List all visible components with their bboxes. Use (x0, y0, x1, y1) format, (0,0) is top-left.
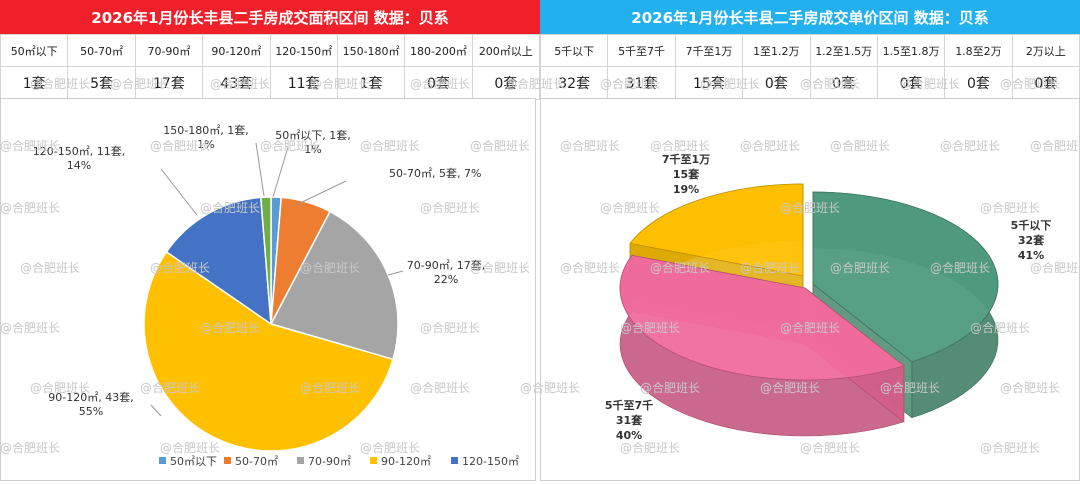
pie3d-slice-1 (812, 191, 999, 363)
area-header-cell: 90-120㎡ (202, 34, 271, 67)
area-value-cell: 17套 (134, 66, 204, 100)
area-value-cell: 11套 (269, 66, 338, 100)
data-label-1: 50㎡以下, 1套, (275, 129, 351, 142)
price-summary-table: 5千以下 5千至7千 7千至1万 1至1.2万 1.2至1.5万 1.5至1.8… (539, 34, 1080, 100)
area-pie-chart: 50㎡以下, 1套,1%50-70㎡, 5套, 7%70-90㎡, 17套,22… (33, 124, 608, 468)
legend-label-1: 50㎡以下 (170, 455, 217, 468)
slice-category-label-1: 5千以下 (1011, 218, 1052, 232)
slice-percent-label-1: 41% (1018, 249, 1044, 262)
area-header-cell: 180-200㎡ (404, 34, 473, 67)
legend-label-3: 70-90㎡ (308, 455, 351, 468)
leader-line-6 (255, 142, 265, 197)
price-header-cell: 1至1.2万 (742, 34, 811, 67)
percent-label-1: 1% (304, 143, 321, 156)
leader-line-4 (150, 404, 162, 417)
price-header-cell: 1.8至2万 (944, 34, 1013, 67)
area-chart-title: 2026年1月份长丰县二手房成交面积区间 数据：贝系 (0, 0, 540, 34)
legend-label-4: 90-120㎡ (381, 455, 431, 468)
price-chart-panel: 5千以下 32套 41% 5千至7千 31套 40% 7千至1万 15套 19% (540, 98, 1080, 481)
area-value-cell: 1套 (0, 66, 69, 100)
price-value-cell: 31套 (607, 66, 676, 100)
slice-category-label-3: 7千至1万 (662, 152, 710, 166)
price-header-cell: 1.5至1.8万 (876, 34, 946, 67)
price-value-cell: 32套 (539, 66, 609, 100)
data-label-2: 50-70㎡, 5套, 7% (389, 167, 481, 180)
leader-line-2 (295, 180, 347, 206)
slice-category-label-2: 5千至7千 (605, 398, 653, 412)
pie-slice-6 (259, 196, 272, 325)
pie3d-slice-2 (619, 254, 905, 381)
data-label-3: 70-90㎡, 17套, (407, 259, 485, 272)
area-header-cell: 50-70㎡ (67, 34, 136, 67)
price-chart-title: 2026年1月份长丰县二手房成交单价区间 数据：贝系 (540, 0, 1080, 34)
area-header-cell: 120-150㎡ (269, 34, 338, 67)
pie-slice-3 (269, 210, 399, 361)
leader-line-3 (387, 270, 404, 276)
price-header-cell: 2万以上 (1011, 34, 1080, 67)
area-value-cell: 0套 (404, 66, 473, 100)
slice-count-label-1: 32套 (1018, 233, 1045, 247)
leader-line-1 (272, 146, 289, 198)
price-value-cell: 0套 (1011, 66, 1080, 100)
percent-label-6: 1% (197, 138, 214, 151)
percent-label-3: 22% (434, 273, 458, 286)
price-value-cell: 0套 (809, 66, 878, 100)
area-header-cell: 50㎡以下 (0, 34, 69, 67)
area-header-cell: 200㎡以上 (471, 34, 541, 67)
data-label-4: 90-120㎡, 43套, (48, 391, 133, 404)
area-value-cell: 1套 (336, 66, 406, 100)
legend-swatch-1 (159, 457, 166, 464)
legend-swatch-5 (451, 457, 458, 464)
price-header-cell: 7千至1万 (674, 34, 744, 67)
area-value-cell: 5套 (67, 66, 136, 100)
slice-count-label-2: 31套 (616, 413, 643, 427)
percent-label-5: 14% (67, 159, 91, 172)
area-value-cell: 0套 (471, 66, 541, 100)
legend-swatch-4 (370, 457, 377, 464)
slice-percent-label-2: 40% (616, 429, 642, 442)
leader-line-5 (160, 168, 198, 216)
slice-percent-label-3: 19% (673, 183, 699, 196)
price-header-cell: 5千至7千 (607, 34, 676, 67)
legend-label-2: 50-70㎡ (235, 455, 278, 468)
legend-swatch-3 (297, 457, 304, 464)
data-label-6: 150-180㎡, 1套, (163, 124, 248, 137)
price-value-cell: 0套 (944, 66, 1013, 100)
percent-label-4: 55% (79, 405, 103, 418)
area-chart-panel: 50㎡以下, 1套, 1% 50-70㎡, 5套, 7% 70-90㎡, 17套, 22… (0, 98, 608, 481)
price-value-cell: 0套 (742, 66, 811, 100)
legend-label-5: 120-150㎡ (462, 455, 519, 468)
price-value-cell: 15套 (674, 66, 744, 100)
area-header-cell: 150-180㎡ (336, 34, 406, 67)
area-summary-table: 50㎡以下 50-70㎡ 70-90㎡ 90-120㎡ 120-150㎡ 150… (0, 34, 541, 100)
area-value-cell: 43套 (202, 66, 271, 100)
pie-slice-4 (143, 250, 394, 452)
price-value-cell: 0套 (876, 66, 946, 100)
price-header-cell: 5千以下 (539, 34, 609, 67)
area-header-cell: 70-90㎡ (134, 34, 204, 67)
data-label-5: 120-150㎡, 11套, (33, 145, 125, 158)
price-header-cell: 1.2至1.5万 (809, 34, 878, 67)
pie3d-slice-3 (629, 183, 804, 277)
slice-count-label-3: 15套 (673, 167, 700, 181)
pie-slice-5 (165, 196, 272, 326)
legend-swatch-2 (224, 457, 231, 464)
